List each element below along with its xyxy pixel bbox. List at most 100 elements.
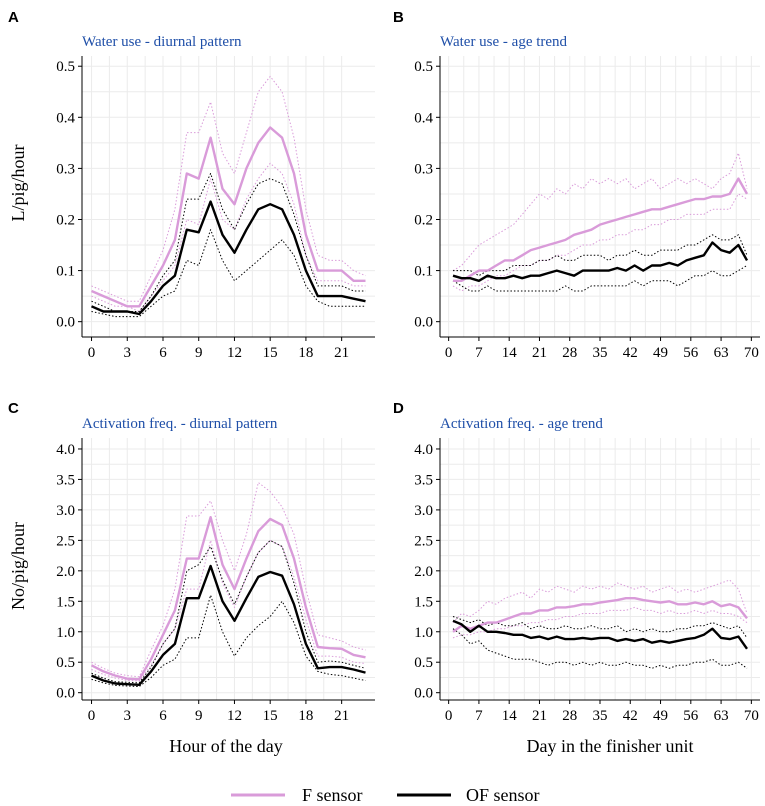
panel-d-y-tick-label: 3.5	[414, 472, 433, 488]
panel-b-x-tick-label: 63	[714, 345, 729, 361]
panel-c-y-tick-label: 3.5	[56, 472, 75, 488]
panel-a-x-tick-label: 12	[227, 345, 242, 361]
panel-b-letter: B	[393, 9, 404, 26]
panel-b-x-tick-label: 56	[683, 345, 699, 361]
panel-d-x-tick-label: 14	[502, 708, 518, 724]
panel-a-x-tick-label: 6	[159, 345, 167, 361]
panel-c-y-tick-label: 0.5	[56, 655, 75, 671]
panel-c-y-tick-label: 2.0	[56, 564, 75, 580]
panel-a-title: Water use - diurnal pattern	[82, 34, 242, 50]
legend: F sensor OF sensor	[231, 785, 540, 805]
panel-c-x-tick-label: 3	[124, 708, 132, 724]
panel-d-plot: 0.0 0.5 1.0 1.5 2.0 2.5 3.0 3.5 4.0 0 7 14 21 28 35 42 4…	[414, 438, 760, 724]
panel-b-x-tick-label: 21	[532, 345, 547, 361]
panel-b-y-tick-label: 0.1	[414, 264, 433, 280]
panel-c-y-tick-label: 2.5	[56, 533, 75, 549]
panel-c-title: Activation freq. - diurnal pattern	[82, 416, 278, 432]
panel-c-of-sensor-mean-line	[91, 564, 366, 686]
panel-c-x-tick-label: 0	[88, 708, 96, 724]
panel-b-of-sensor-upper-line	[453, 234, 748, 277]
panel-a-y-tick-label: 0.1	[56, 264, 75, 280]
panel-d-x-tick-label: 63	[714, 708, 729, 724]
panel-c-x-axis-title: Hour of the day	[169, 736, 282, 756]
panel-b-of-sensor-mean-line	[452, 241, 749, 282]
panel-c-of-sensor-lower-line	[91, 594, 366, 688]
panel-c-letter: C	[8, 400, 19, 417]
panel-d-y-tick-label: 1.0	[414, 625, 433, 641]
panel-d-y-tick-label: 0.0	[414, 686, 433, 702]
panel-d-of-sensor-upper-line	[452, 616, 748, 639]
panel-c-y-tick-label: 1.5	[56, 594, 75, 610]
panel-b-title: Water use - age trend	[440, 34, 568, 50]
panel-c-x-tick-label: 12	[227, 708, 242, 724]
panel-b-f-sensor-mean-line	[453, 177, 749, 282]
panel-c-x-tick-label: 18	[298, 708, 313, 724]
panel-d-y-tick-label: 4.0	[414, 442, 433, 458]
panel-c-f-sensor-upper-line	[91, 482, 366, 678]
panel-b-x-tick-label: 14	[502, 345, 518, 361]
panel-c-y-axis-title: No/pig/hour	[8, 522, 28, 610]
panel-d-x-tick-label: 21	[532, 708, 547, 724]
panel-d-of-sensor-lower-line	[452, 628, 748, 669]
panel-d-y-tick-label: 0.5	[414, 655, 433, 671]
panel-d-x-tick-label: 70	[744, 708, 759, 724]
panel-a-y-tick-label: 0.2	[56, 212, 75, 228]
panel-a-y-tick-label: 0.5	[56, 59, 75, 75]
panel-c: C Activation freq. - diurnal pattern 0.0…	[8, 400, 375, 756]
panel-d: D Activation freq. - age trend 0.0 0.5 1.0…	[393, 400, 760, 756]
panel-c-y-tick-label: 0.0	[56, 686, 75, 702]
panel-a-x-tick-label: 18	[298, 345, 313, 361]
panel-a-y-axis-title: L/pig/hour	[8, 145, 28, 222]
panel-c-y-tick-label: 1.0	[56, 625, 75, 641]
panel-b-y-tick-label: 0.0	[414, 315, 433, 331]
panel-d-f-sensor-lower-line	[452, 606, 748, 639]
legend-f-sensor-label: F sensor	[302, 785, 363, 805]
panel-b: B Water use - age trend 0.00.10.20.30.40…	[393, 9, 760, 361]
panel-a-y-tick-label: 0.0	[56, 315, 75, 331]
panel-b-x-tick-label: 28	[562, 345, 577, 361]
legend-of-sensor-label: OF sensor	[466, 785, 540, 805]
panel-c-x-tick-label: 15	[263, 708, 278, 724]
panel-a-of-sensor-lower-line	[91, 229, 366, 318]
panel-a-y-tick-label: 0.4	[56, 110, 75, 126]
panel-a-x-tick-label: 9	[195, 345, 203, 361]
panel-a-f-sensor-mean-line	[91, 126, 366, 308]
panel-c-x-tick-label: 9	[195, 708, 203, 724]
panel-d-x-tick-label: 0	[445, 708, 453, 724]
panel-b-x-tick-label: 35	[593, 345, 608, 361]
panel-b-of-sensor-lower-line	[452, 265, 748, 292]
panel-d-x-tick-label: 49	[653, 708, 668, 724]
panel-b-y-tick-label: 0.4	[414, 110, 433, 126]
panel-c-plot: 0.0 0.5 1.0 1.5 2.0 2.5 3.0 3.5 4.0 0 3 6 9 12 15 18 21	[56, 438, 375, 724]
panel-b-y-tick-label: 0.3	[414, 161, 433, 177]
panel-c-f-sensor-lower-line	[91, 539, 366, 682]
panel-b-f-sensor-lower-line	[452, 193, 748, 292]
panel-d-y-tick-label: 3.0	[414, 503, 433, 519]
panel-b-x-tick-label: 70	[744, 345, 759, 361]
panel-c-f-sensor-mean-line	[90, 516, 366, 681]
panel-d-y-tick-label: 2.0	[414, 564, 433, 580]
panel-d-y-tick-label: 1.5	[414, 594, 433, 610]
panel-b-y-tick-label: 0.5	[414, 59, 433, 75]
panel-d-x-tick-label: 56	[683, 708, 699, 724]
panel-a-letter: A	[8, 9, 19, 26]
panel-a-f-sensor-lower-line	[91, 162, 366, 312]
panel-c-y-tick-label: 4.0	[56, 442, 75, 458]
panel-d-x-tick-label: 7	[475, 708, 483, 724]
panel-d-letter: D	[393, 400, 404, 417]
panel-b-f-sensor-upper-line	[452, 152, 748, 272]
panel-d-x-tick-label: 35	[593, 708, 608, 724]
panel-b-x-tick-label: 42	[623, 345, 638, 361]
panel-d-x-tick-label: 28	[562, 708, 577, 724]
panel-c-x-tick-label: 21	[334, 708, 349, 724]
panel-b-x-tick-label: 7	[475, 345, 483, 361]
panel-b-x-tick-label: 0	[445, 345, 453, 361]
panel-a-y-tick-label: 0.3	[56, 161, 75, 177]
panel-d-x-axis-title: Day in the finisher unit	[527, 736, 694, 756]
panel-d-of-sensor-mean-line	[452, 619, 748, 650]
panel-d-title: Activation freq. - age trend	[440, 416, 603, 432]
panel-a-x-tick-label: 3	[124, 345, 132, 361]
panel-b-x-tick-label: 49	[653, 345, 668, 361]
panel-d-x-tick-label: 42	[623, 708, 638, 724]
